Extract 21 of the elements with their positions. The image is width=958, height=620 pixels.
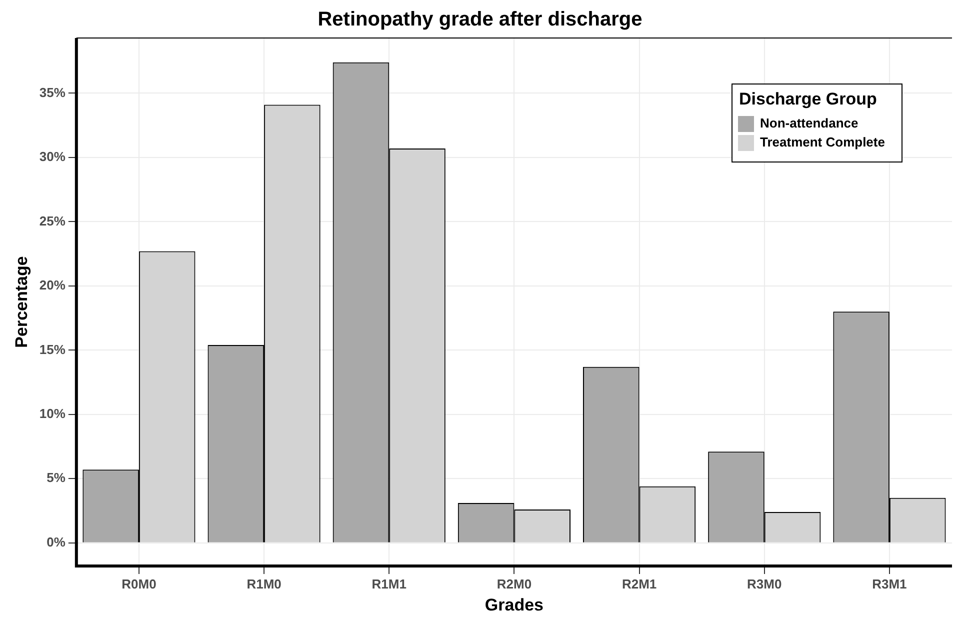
y-tick-label: 15% xyxy=(39,342,66,357)
x-tick-label: R3M1 xyxy=(872,576,907,592)
y-axis-title: Percentage xyxy=(12,256,31,348)
x-tick-label: R2M0 xyxy=(496,576,532,592)
x-tick-label: R0M0 xyxy=(122,576,156,592)
y-tick-label: 25% xyxy=(39,213,66,228)
chart-title: Retinopathy grade after discharge xyxy=(318,8,642,31)
x-tick-label: R3M0 xyxy=(747,576,782,592)
x-axis-title: Grades xyxy=(484,595,544,614)
x-tick-label: R1M0 xyxy=(246,576,282,592)
x-tick-label: R2M1 xyxy=(622,576,657,592)
x-tick-label: R1M1 xyxy=(372,576,406,592)
legend-title: Discharge Group xyxy=(739,90,877,109)
y-tick-label: 35% xyxy=(39,84,66,100)
legend-label: Non-attendance xyxy=(760,116,858,131)
y-tick-label: 10% xyxy=(39,406,66,421)
y-tick-label: 0% xyxy=(46,534,66,550)
y-tick-label: 30% xyxy=(39,149,66,164)
y-tick-label: 20% xyxy=(39,278,66,293)
y-tick-label: 5% xyxy=(46,470,66,486)
legend-label: Treatment Complete xyxy=(760,134,885,150)
